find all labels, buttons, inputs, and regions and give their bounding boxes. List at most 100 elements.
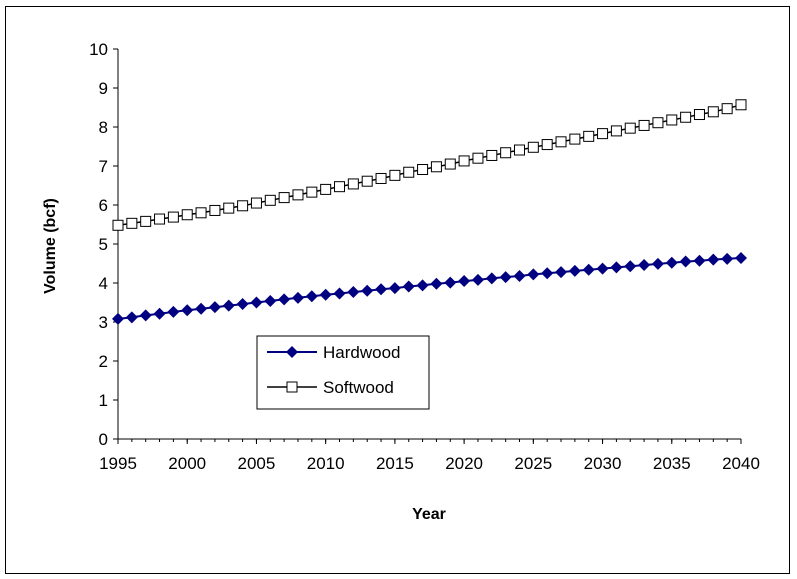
data-point xyxy=(181,304,194,317)
data-point xyxy=(237,200,249,212)
data-point xyxy=(250,197,262,209)
data-point xyxy=(153,307,166,320)
data-point xyxy=(541,139,553,151)
data-point xyxy=(222,299,235,312)
data-point xyxy=(333,287,346,300)
x-tick-label: 2020 xyxy=(445,454,483,473)
data-point xyxy=(624,260,637,273)
data-point xyxy=(513,269,526,282)
y-tick-label: 8 xyxy=(99,118,108,137)
series-line-hardwood xyxy=(117,257,742,320)
y-tick-label: 10 xyxy=(89,40,108,59)
legend-item-hardwood: Hardwood xyxy=(267,343,401,362)
y-axis-title: Volume (bcf) xyxy=(42,198,59,294)
data-point xyxy=(430,161,442,173)
data-point xyxy=(444,158,456,170)
x-tick-label: 2035 xyxy=(653,454,691,473)
data-point xyxy=(500,147,512,159)
data-point xyxy=(181,209,193,221)
data-point xyxy=(610,125,622,137)
legend-item-softwood: Softwood xyxy=(267,378,394,397)
data-point xyxy=(112,312,124,325)
data-point xyxy=(375,283,388,296)
series-softwood xyxy=(112,99,747,231)
y-tick-label: 4 xyxy=(99,274,108,293)
data-point xyxy=(555,136,567,148)
data-point xyxy=(499,271,512,284)
data-point xyxy=(458,155,470,167)
data-point xyxy=(402,280,415,293)
data-point xyxy=(596,262,609,275)
data-point xyxy=(679,255,692,268)
data-point xyxy=(209,204,221,216)
data-point xyxy=(361,175,373,187)
data-point xyxy=(485,272,498,285)
data-point xyxy=(472,152,484,164)
data-point xyxy=(652,117,664,129)
data-point xyxy=(597,128,609,140)
legend-label-hardwood: Hardwood xyxy=(323,343,401,362)
legend: Hardwood Softwood xyxy=(256,335,430,410)
data-point xyxy=(430,277,443,290)
data-point xyxy=(665,256,678,269)
data-point xyxy=(195,207,207,219)
y-tick-label: 5 xyxy=(99,235,108,254)
data-point xyxy=(444,276,457,289)
chart-frame: 0 1 2 3 4 5 6 7 8 9 10 1995 2000 2005 2010 2015 2020 2025… xyxy=(5,6,790,574)
data-point xyxy=(154,213,166,225)
data-point xyxy=(139,309,152,322)
data-point xyxy=(250,296,263,309)
series-layer xyxy=(112,99,747,325)
data-point xyxy=(417,164,429,176)
legend-square-marker xyxy=(286,381,298,393)
data-point xyxy=(125,311,138,324)
data-point xyxy=(513,144,525,156)
y-tick-label: 6 xyxy=(99,196,108,215)
data-point xyxy=(583,130,595,142)
data-point xyxy=(264,194,276,206)
data-point xyxy=(568,264,581,277)
x-tick-label: 2010 xyxy=(307,454,345,473)
data-point xyxy=(721,103,733,115)
data-point xyxy=(527,141,539,153)
x-tick-label: 2000 xyxy=(168,454,206,473)
data-point xyxy=(541,267,554,280)
data-point xyxy=(693,254,706,267)
x-tick-label: 2025 xyxy=(514,454,552,473)
data-point xyxy=(195,302,208,315)
axes: 0 1 2 3 4 5 6 7 8 9 10 1995 2000 2005 2010 2015 2020 2025… xyxy=(89,40,760,473)
data-point xyxy=(278,192,290,204)
data-point xyxy=(735,99,747,111)
data-point xyxy=(305,290,318,303)
data-point xyxy=(471,273,484,286)
data-point xyxy=(264,294,277,307)
data-point xyxy=(416,279,429,292)
data-point xyxy=(582,263,595,276)
y-tick-label: 1 xyxy=(99,391,108,410)
x-axis-title: Year xyxy=(412,506,446,523)
data-point xyxy=(735,252,747,265)
data-point xyxy=(680,111,692,123)
data-point xyxy=(638,119,650,131)
x-tick-label: 2005 xyxy=(238,454,276,473)
y-tick-label: 7 xyxy=(99,157,108,176)
data-point xyxy=(693,109,705,121)
data-point xyxy=(721,252,734,265)
data-point xyxy=(651,257,664,270)
data-point xyxy=(320,183,332,195)
data-point xyxy=(291,291,304,304)
y-tick-label: 0 xyxy=(99,430,108,449)
data-point xyxy=(347,285,360,298)
data-point xyxy=(624,122,636,134)
data-point xyxy=(126,217,138,229)
data-point xyxy=(375,172,387,184)
data-point xyxy=(527,268,540,281)
data-point xyxy=(334,181,346,193)
data-point xyxy=(292,189,304,201)
x-tick-label: 2030 xyxy=(584,454,622,473)
series-hardwood xyxy=(112,252,747,325)
data-point xyxy=(319,288,332,301)
y-tick-label: 3 xyxy=(99,313,108,332)
data-point xyxy=(347,178,359,190)
data-point xyxy=(208,301,221,314)
